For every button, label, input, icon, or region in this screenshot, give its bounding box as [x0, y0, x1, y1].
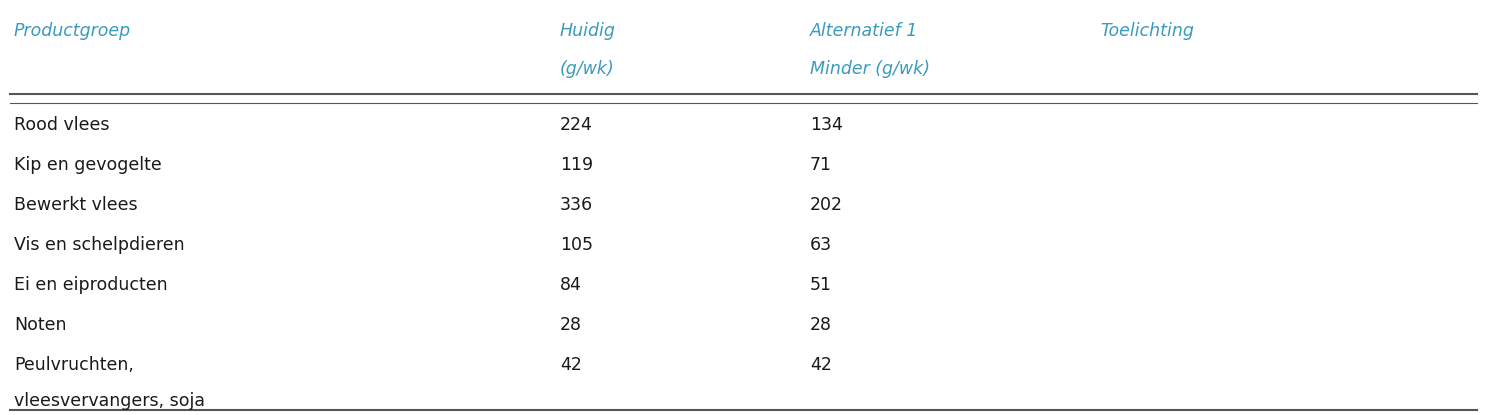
- Text: Peulvruchten,: Peulvruchten,: [13, 356, 134, 374]
- Text: 51: 51: [810, 276, 833, 294]
- Text: 105: 105: [561, 236, 593, 254]
- Text: 84: 84: [561, 276, 581, 294]
- Text: Huidig: Huidig: [561, 22, 616, 40]
- Text: 71: 71: [810, 156, 833, 174]
- Text: Kip en gevogelte: Kip en gevogelte: [13, 156, 162, 174]
- Text: Noten: Noten: [13, 316, 67, 334]
- Text: 42: 42: [810, 356, 831, 374]
- Text: Toelichting: Toelichting: [1100, 22, 1194, 40]
- Text: Vis en schelpdieren: Vis en schelpdieren: [13, 236, 184, 254]
- Text: Rood vlees: Rood vlees: [13, 116, 110, 134]
- Text: 224: 224: [561, 116, 593, 134]
- Text: (g/wk): (g/wk): [561, 60, 614, 78]
- Text: 28: 28: [810, 316, 833, 334]
- Text: 42: 42: [561, 356, 581, 374]
- Text: Ei en eiproducten: Ei en eiproducten: [13, 276, 168, 294]
- Text: vleesvervangers, soja: vleesvervangers, soja: [13, 392, 205, 410]
- Text: 63: 63: [810, 236, 833, 254]
- Text: Minder (g/wk): Minder (g/wk): [810, 60, 929, 78]
- Text: 119: 119: [561, 156, 593, 174]
- Text: 202: 202: [810, 196, 843, 214]
- Text: 28: 28: [561, 316, 581, 334]
- Text: Alternatief 1: Alternatief 1: [810, 22, 919, 40]
- Text: 336: 336: [561, 196, 593, 214]
- Text: Productgroep: Productgroep: [13, 22, 131, 40]
- Text: Bewerkt vlees: Bewerkt vlees: [13, 196, 138, 214]
- Text: 134: 134: [810, 116, 843, 134]
